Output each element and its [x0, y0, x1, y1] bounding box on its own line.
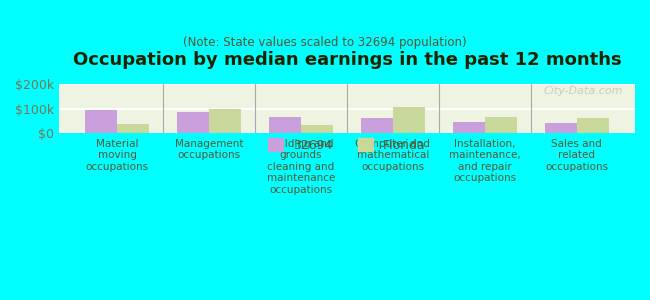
Bar: [361, 118, 393, 133]
Bar: [269, 117, 301, 133]
Bar: [301, 124, 333, 133]
Text: (Note: State values scaled to 32694 population): (Note: State values scaled to 32694 popu…: [183, 36, 467, 49]
Legend: 32694, Florida: 32694, Florida: [263, 133, 430, 157]
Bar: [209, 109, 241, 133]
Bar: [452, 122, 485, 133]
Bar: [177, 112, 209, 133]
Bar: [485, 116, 517, 133]
Bar: [85, 110, 117, 133]
Bar: [393, 107, 425, 133]
Bar: [117, 124, 150, 133]
Bar: [545, 123, 577, 133]
Bar: [577, 118, 609, 133]
Title: Occupation by median earnings in the past 12 months: Occupation by median earnings in the pas…: [73, 51, 621, 69]
Text: City-Data.com: City-Data.com: [544, 86, 623, 96]
